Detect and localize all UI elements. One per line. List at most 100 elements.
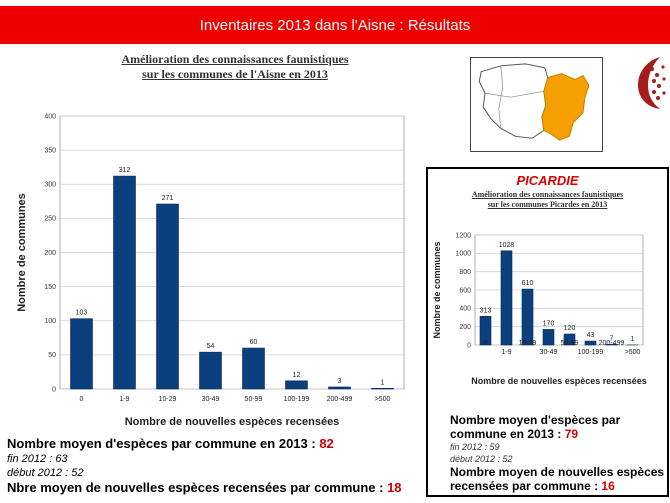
picardie-inner-border-1	[498, 65, 504, 129]
aisne-x-tick-label: >500	[375, 396, 391, 403]
picardie-x-tick-label: 200-499	[599, 340, 625, 347]
picardie-new-line: Nombre moyen de nouvelles espèces recens…	[450, 465, 668, 493]
aisne-new-value: 18	[387, 480, 402, 495]
aisne-bar	[242, 347, 265, 390]
picardie-data-label: 313	[480, 307, 492, 314]
picardie-header: PICARDIE	[516, 173, 579, 188]
aisne-bar	[285, 380, 308, 390]
picardie-y-tick-label: 0	[467, 342, 471, 349]
picardie-x-tick-label: 100-199	[578, 349, 604, 356]
picardie-start-2012: début 2012 : 52	[450, 454, 513, 464]
aisne-data-label: 60	[250, 339, 258, 346]
aisne-bar	[371, 388, 394, 390]
aisne-y-tick-label: 300	[44, 182, 56, 189]
banner-title: Inventaires 2013 dans l'Aisne : Résultat…	[199, 16, 471, 34]
picardie-mean-line: Nombre moyen d'espèces par commune en 20…	[450, 413, 668, 441]
aisne-y-tick-label: 150	[44, 284, 56, 291]
aisne-data-label: 3	[338, 378, 342, 385]
picardie-y-tick-label: 200	[459, 324, 471, 331]
picardie-new-label: Nombre moyen de nouvelles espèces recens…	[450, 465, 665, 493]
aisne-x-axis-label: Nombre de nouvelles espèces recensées	[125, 416, 340, 428]
aisne-data-label: 12	[293, 372, 301, 379]
picardie-bar	[479, 316, 492, 346]
aisne-mean-value: 82	[319, 436, 334, 451]
aisne-new-label: Nbre moyen de nouvelles espèces recensée…	[7, 480, 388, 495]
aisne-x-tick-label: 0	[80, 396, 84, 403]
aisne-y-axis-label: Nombre de communes	[16, 193, 28, 312]
aisne-bar	[70, 318, 93, 390]
picardie-data-label: 610	[522, 280, 534, 287]
chart-title-line-2: sur les communes de l'Aisne en 2013	[142, 67, 328, 81]
aisne-y-tick-label: 0	[52, 386, 56, 393]
picardie-data-label: 7	[610, 335, 614, 342]
picardie-x-axis-label: Nombre de nouvelles espèces recensées	[471, 376, 647, 386]
aisne-bar	[113, 175, 136, 390]
picardie-x-tick-label: 0	[484, 340, 488, 347]
picardie-chart-title: Amélioration des connaissances faunistiq…	[428, 190, 667, 210]
chart-title-line-1: Amélioration des connaissances faunistiq…	[121, 52, 349, 66]
picardie-mean-value: 79	[564, 427, 579, 441]
aisne-data-label: 54	[207, 343, 215, 350]
picardie-y-tick-label: 400	[459, 306, 471, 313]
picardie-data-label: 1	[631, 336, 635, 343]
aisne-x-tick-label: 30-49	[202, 396, 220, 403]
picardie-title-line-2: sur les communes Picardes en 2013	[487, 200, 608, 209]
aisne-region	[541, 73, 590, 141]
picardie-y-axis-label: Nombre de communes	[432, 241, 442, 338]
picardie-bar	[605, 344, 618, 346]
picardie-y-tick-label: 800	[459, 269, 471, 276]
picardie-bar	[500, 250, 513, 346]
aisne-y-tick-label: 50	[48, 352, 56, 359]
picardie-bar-chart: 0 200 400 600 800 1000 1200 313 0 1028 1-9 610 10-29…	[432, 232, 647, 386]
picardie-bar	[584, 340, 597, 346]
aisne-bar	[199, 351, 222, 390]
aisne-bar	[156, 203, 179, 390]
aisne-stats: Nombre moyen d'espèces par commune en 20…	[7, 436, 422, 496]
picardie-data-label: 120	[564, 325, 576, 332]
chart-title: Amélioration des connaissances faunistiq…	[60, 52, 410, 82]
aisne-data-label: 271	[162, 195, 174, 202]
aisne-new-line: Nbre moyen de nouvelles espèces recensée…	[7, 480, 422, 496]
picardie-y-tick-label: 600	[459, 287, 471, 294]
picardie-bar	[542, 329, 555, 346]
picardie-data-label: 43	[587, 332, 595, 339]
aisne-start-2012: début 2012 : 52	[7, 467, 84, 479]
picardie-panel: PICARDIE Amélioration des connaissances …	[426, 167, 669, 497]
aisne-x-tick-label: 50-99	[245, 396, 263, 403]
aisne-y-tick-label: 250	[44, 216, 56, 223]
aisne-bar-chart: 05010015020025030035040010303121-927110-…	[16, 113, 405, 428]
picardie-bar	[563, 333, 576, 346]
aisne-y-tick-label: 100	[44, 318, 56, 325]
aisne-x-tick-label: 100-199	[284, 396, 310, 403]
picardie-inner-border-2	[485, 90, 544, 98]
picardie-x-tick-label: 30-49	[540, 349, 558, 356]
picardie-new-value: 16	[601, 479, 615, 493]
picardie-x-tick-label: 50-99	[561, 340, 579, 347]
aisne-y-tick-label: 200	[44, 250, 56, 257]
aisne-x-tick-label: 1-9	[119, 396, 129, 403]
aisne-end-2012: fin 2012 : 63	[7, 453, 68, 465]
picardie-bar	[521, 288, 534, 346]
aisne-data-label: 312	[119, 167, 131, 174]
picardie-y-tick-label: 1200	[455, 232, 471, 239]
picardie-end-2012: fin 2012 : 59	[450, 442, 500, 452]
picardie-data-label: 1028	[499, 242, 515, 249]
picardie-x-tick-label: >500	[625, 349, 641, 356]
title-banner: Inventaires 2013 dans l'Aisne : Résultat…	[0, 6, 670, 44]
aisne-data-label: 103	[76, 310, 88, 317]
aisne-y-tick-label: 350	[44, 147, 56, 154]
aisne-data-label: 1	[381, 379, 385, 386]
aisne-y-tick-label: 400	[44, 113, 56, 120]
picardie-outline	[478, 63, 549, 139]
picardie-title-line-1: Amélioration des connaissances faunistiq…	[471, 190, 624, 199]
aisne-x-tick-label: 200-499	[327, 396, 353, 403]
picardie-data-label: 170	[543, 320, 555, 327]
picardie-y-tick-label: 1000	[455, 251, 471, 258]
aisne-location-map	[470, 57, 603, 152]
aisne-bar	[328, 386, 351, 390]
aisne-mean-label: Nombre moyen d'espèces par commune en 20…	[7, 436, 320, 451]
picardie-mean-label: Nombre moyen d'espèces par commune en 20…	[450, 413, 621, 441]
aisne-mean-line: Nombre moyen d'espèces par commune en 20…	[7, 436, 422, 452]
picardie-stats: Nombre moyen d'espèces par commune en 20…	[450, 413, 668, 493]
aisne-x-tick-label: 10-29	[159, 396, 177, 403]
